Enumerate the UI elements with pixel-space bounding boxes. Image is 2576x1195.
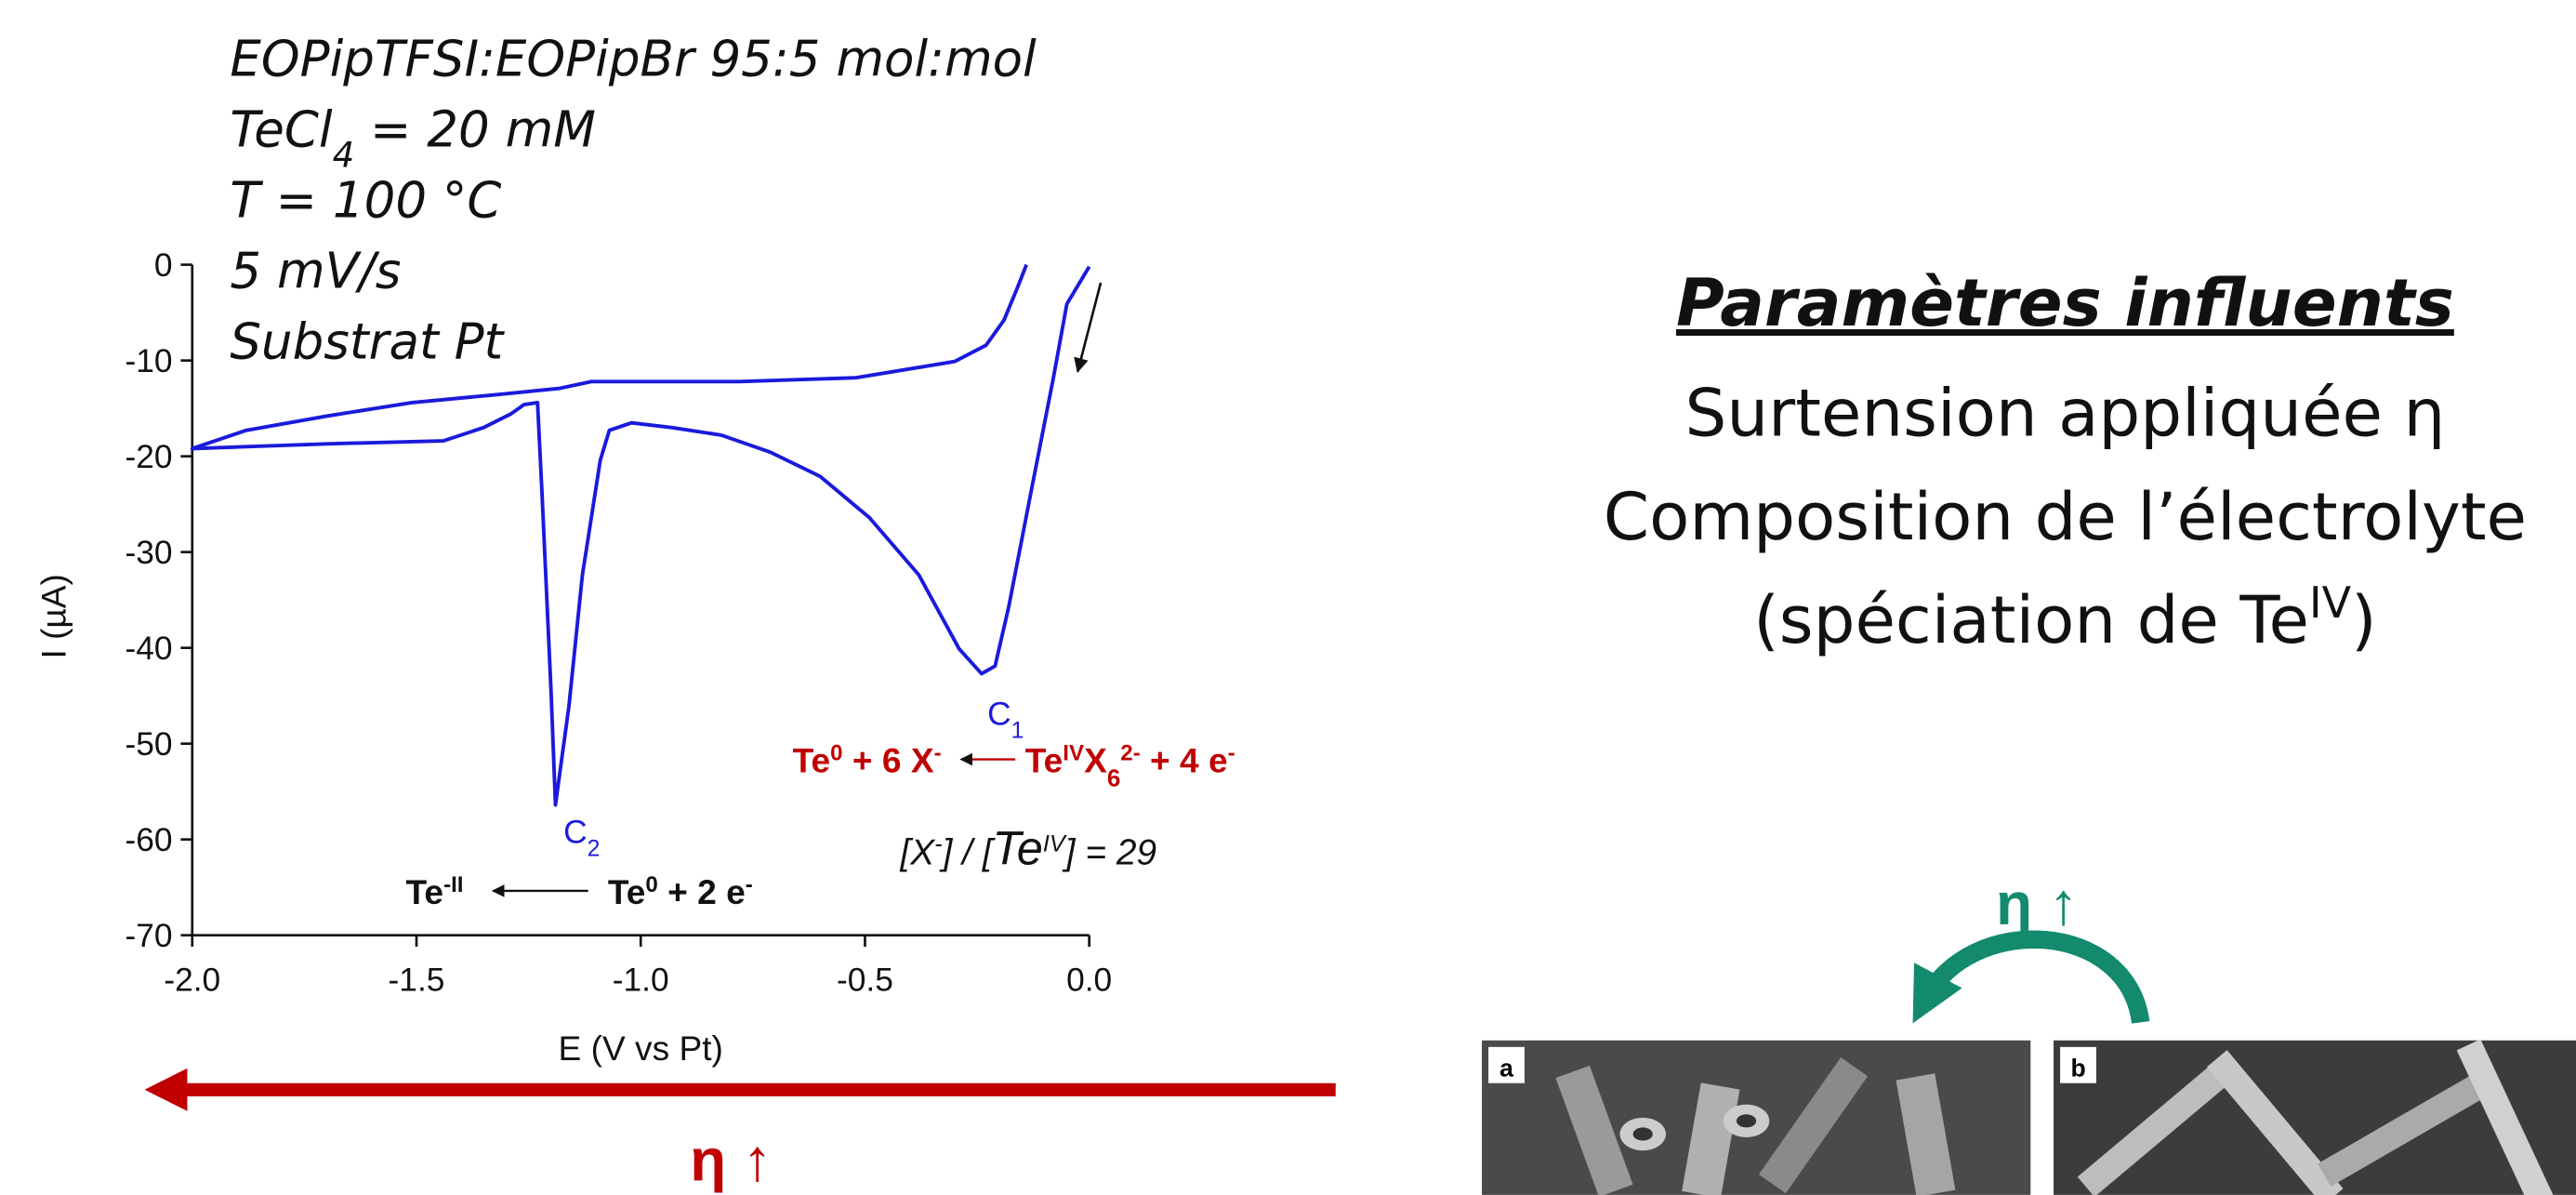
image-label: a: [1499, 1055, 1513, 1082]
text-segment: IV: [1063, 740, 1084, 765]
text-segment: Surtension appliquée η: [1684, 374, 2445, 451]
text-segment: IV: [1043, 831, 1067, 857]
slide: a b η ↑ η ↑ Paramètres influents E (V vs…: [0, 0, 2576, 1195]
text-segment: -: [934, 740, 942, 765]
text-segment: + 4 e: [1141, 741, 1228, 780]
text-segment: Te: [1025, 741, 1063, 780]
x-tick-label: -0.5: [837, 963, 893, 999]
text-segment: C: [563, 815, 588, 851]
condition-line: 5 mV/s: [230, 242, 401, 299]
text-segment: 4: [333, 135, 355, 175]
text-segment: -: [934, 831, 942, 857]
panel-title: Paramètres influents: [1676, 264, 2454, 341]
text-segment: ] = 29: [1062, 833, 1156, 873]
text-segment: 0: [830, 740, 842, 765]
y-tick-label: -30: [125, 535, 172, 571]
text-segment: EOPipTFSI:EOPipBr 95:5 mol:mol: [230, 30, 1037, 87]
panel-line: Composition de l’électrolyte: [1604, 478, 2527, 555]
x-tick-label: -2.0: [164, 963, 220, 999]
y-tick-label: -40: [125, 631, 172, 667]
sem-image-a: [1482, 1041, 2030, 1195]
text-segment: Composition de l’électrolyte: [1604, 478, 2527, 555]
text-segment: [X: [899, 833, 936, 873]
text-segment: C: [987, 696, 1011, 732]
text-segment: 0: [645, 872, 657, 897]
x-tick-label: -1.0: [613, 963, 669, 999]
y-tick-label: -10: [125, 343, 172, 379]
text-segment: Te: [608, 872, 646, 911]
eta-label: η ↑: [690, 1127, 772, 1193]
image-label: b: [2070, 1055, 2085, 1082]
x-axis-label: E (V vs Pt): [559, 1029, 723, 1068]
y-tick-label: 0: [154, 247, 173, 284]
text-segment: (spéciation de Te: [1753, 581, 2309, 658]
y-tick-label: -20: [125, 439, 172, 475]
condition-line: Substrat Pt: [230, 312, 505, 370]
text-segment: 1: [1011, 718, 1024, 743]
reaction-text: Te0 + 2 e-: [608, 872, 753, 912]
y-tick-label: -60: [125, 822, 172, 858]
text-segment: -: [1228, 740, 1235, 765]
text-segment: Te: [406, 872, 444, 911]
text-segment: 2-: [1120, 740, 1140, 765]
text-segment: + 6 X: [843, 741, 934, 780]
y-axis-label: I (µA): [34, 574, 73, 658]
text-segment: = 20 mM: [354, 100, 596, 158]
sem-image-b: [2054, 1039, 2576, 1195]
text-segment: ] / [: [939, 833, 996, 873]
reaction-text: Te0 + 6 X-: [793, 740, 942, 780]
text-segment: IV: [2309, 578, 2352, 628]
text-segment: + 2 e: [658, 872, 746, 911]
text-segment: Substrat Pt: [230, 312, 505, 370]
text-segment: 2: [588, 836, 601, 861]
x-tick-label: 0.0: [1066, 963, 1112, 999]
text-segment: -II: [443, 872, 463, 897]
text-segment: ): [2351, 581, 2377, 658]
text-segment: T = 100 °C: [230, 171, 501, 229]
text-segment: 6: [1107, 764, 1120, 792]
text-segment: -: [746, 872, 753, 897]
condition-line: EOPipTFSI:EOPipBr 95:5 mol:mol: [230, 30, 1037, 87]
eta-label: η ↑: [1996, 870, 2078, 936]
text-segment: 5 mV/s: [230, 242, 401, 299]
panel-line: Surtension appliquée η: [1684, 374, 2445, 451]
text-segment: X: [1084, 741, 1107, 780]
x-tick-label: -1.5: [389, 963, 445, 999]
condition-line: T = 100 °C: [230, 171, 501, 229]
panel-line: (spéciation de TeIV): [1753, 578, 2376, 658]
text-segment: Te: [993, 822, 1043, 875]
text-segment: TeCl: [230, 100, 332, 158]
y-tick-label: -70: [125, 918, 172, 954]
y-tick-label: -50: [125, 726, 172, 763]
text-segment: Te: [793, 741, 831, 780]
